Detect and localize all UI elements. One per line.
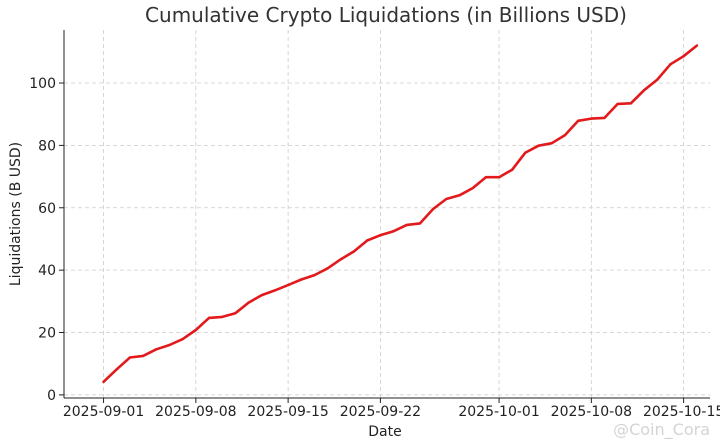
data-point-10 <box>234 311 237 315</box>
data-point-32 <box>524 151 527 154</box>
data-point-18 <box>339 258 343 261</box>
x-tick-label-3: 2025-09-22 <box>340 404 421 420</box>
data-point-8 <box>207 316 211 320</box>
data-point-20 <box>366 239 369 242</box>
data-point-36 <box>576 119 580 122</box>
x-axis-label: Date <box>368 424 401 440</box>
data-point-0 <box>102 380 105 383</box>
y-tick-label-4: 80 <box>38 138 56 154</box>
data-point-9 <box>221 315 224 319</box>
y-tick-label-2: 40 <box>38 263 56 279</box>
data-point-22 <box>392 229 395 233</box>
chart-title: Cumulative Crypto Liquidations (in Billi… <box>145 3 627 27</box>
data-point-42 <box>656 78 659 81</box>
data-point-41 <box>642 88 646 92</box>
y-tick-label-5: 100 <box>29 76 56 92</box>
grid <box>64 30 710 398</box>
y-tick-label-1: 20 <box>38 326 56 342</box>
data-point-11 <box>247 301 250 304</box>
data-point-21 <box>379 234 382 237</box>
watermark: @Coin_Cora <box>613 420 710 439</box>
data-point-33 <box>537 144 540 147</box>
data-point-40 <box>629 102 633 105</box>
data-point-38 <box>603 116 606 120</box>
data-point-5 <box>168 343 171 347</box>
data-point-28 <box>471 186 474 190</box>
data-point-44 <box>682 54 685 58</box>
y-axis-label: Liquidations (B USD) <box>8 142 24 286</box>
series-layer <box>102 44 699 384</box>
data-point-3 <box>141 354 145 358</box>
data-point-31 <box>511 168 514 171</box>
data-point-6 <box>181 337 184 341</box>
data-point-13 <box>273 289 277 292</box>
data-point-12 <box>260 293 263 297</box>
data-point-16 <box>313 273 316 277</box>
data-point-15 <box>300 278 303 281</box>
data-point-24 <box>418 222 422 225</box>
data-point-43 <box>669 63 672 66</box>
x-tick-label-1: 2025-09-08 <box>155 404 236 420</box>
series-line-0 <box>102 44 699 384</box>
x-tick-label-0: 2025-09-01 <box>63 404 144 420</box>
data-point-1 <box>115 368 118 371</box>
data-point-37 <box>590 117 593 120</box>
x-tick-label-5: 2025-10-08 <box>551 404 632 420</box>
data-point-27 <box>458 194 461 197</box>
x-tick-label-4: 2025-10-01 <box>458 404 539 420</box>
data-point-7 <box>194 328 198 332</box>
data-point-39 <box>616 102 619 106</box>
data-point-45 <box>695 44 699 47</box>
x-tick-label-2: 2025-09-15 <box>247 404 328 420</box>
axes <box>59 30 710 403</box>
data-point-17 <box>326 267 329 270</box>
tick-labels: 2025-09-01 2025-09-08 2025-09-15 2025-09-22… <box>29 76 720 420</box>
data-point-34 <box>550 142 553 145</box>
data-point-35 <box>563 133 567 137</box>
y-tick-label-0: 0 <box>47 388 56 404</box>
data-point-25 <box>431 207 435 211</box>
data-point-14 <box>286 283 290 287</box>
x-tick-label-6: 2025-10-15 <box>643 404 720 420</box>
data-point-19 <box>352 250 356 253</box>
data-point-4 <box>155 348 158 351</box>
data-point-30 <box>497 176 501 179</box>
y-tick-label-3: 60 <box>38 201 56 217</box>
data-point-29 <box>484 176 488 179</box>
data-point-23 <box>405 223 408 227</box>
data-point-26 <box>445 197 448 201</box>
data-point-2 <box>128 356 132 359</box>
